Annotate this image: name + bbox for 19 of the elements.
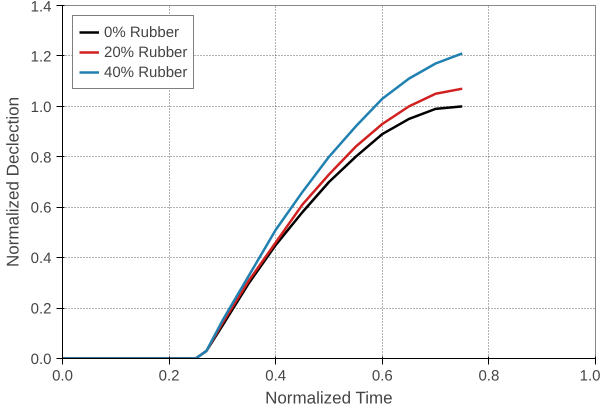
x-tick-label: 0.8 — [478, 368, 500, 384]
x-tick-label: 0.0 — [52, 368, 73, 384]
legend-label: 20% Rubber — [104, 44, 188, 60]
x-tick-label: 1.0 — [580, 368, 601, 384]
y-tick-label: 0.8 — [30, 149, 52, 166]
x-tick-label: 0.2 — [158, 368, 180, 384]
y-tick-label: 0.2 — [30, 300, 52, 318]
legend-label: 0% Rubber — [104, 24, 180, 40]
x-tick-label: 0.6 — [372, 368, 393, 384]
y-tick-label: 1.4 — [30, 0, 52, 16]
legend-label: 40% Rubber — [104, 64, 188, 80]
y-tick-label: 0.6 — [30, 200, 52, 217]
y-tick-label: 1.0 — [30, 98, 52, 116]
y-tick-label: 0.4 — [30, 250, 52, 268]
x-axis-title: Normalized Time — [265, 388, 393, 408]
y-axis-title: Normalized Declection — [4, 96, 23, 268]
x-tick-label: 0.4 — [265, 368, 286, 384]
y-tick-label: 0.0 — [30, 351, 52, 368]
y-tick-label: 1.2 — [30, 48, 52, 66]
